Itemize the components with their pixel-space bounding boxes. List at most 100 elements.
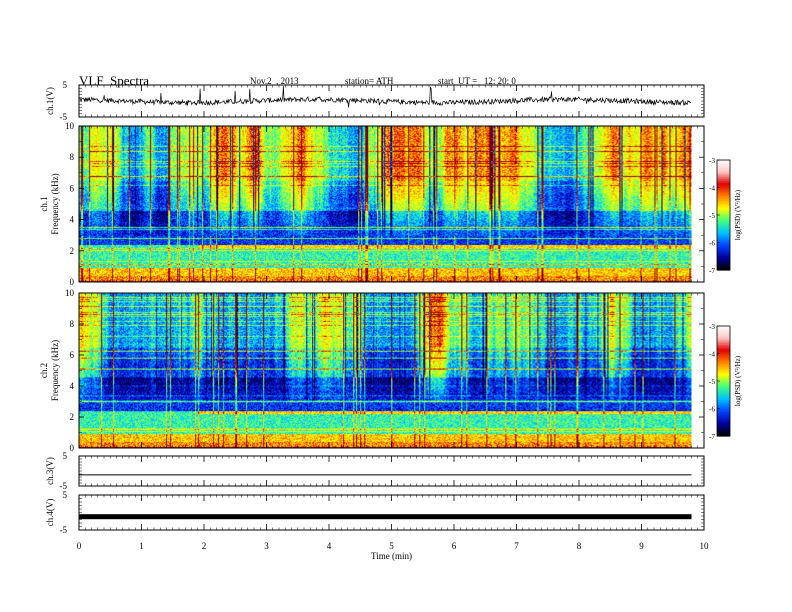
colorbar-segment — [717, 229, 730, 233]
colorbar-segment — [717, 410, 730, 413]
colorbar-segment — [717, 373, 730, 377]
colorbar-segment — [717, 167, 730, 170]
colorbar-segment — [717, 264, 730, 267]
ch2-spectrogram-ylabel: Frequency (kHz) — [50, 340, 60, 401]
colorbar-segment — [717, 412, 730, 415]
x-tick-label: 6 — [452, 541, 457, 551]
colorbar-segment — [717, 390, 730, 393]
colorbar-segment — [717, 191, 730, 194]
colorbar-segment — [717, 259, 730, 262]
colorbar-segment — [717, 408, 730, 411]
colorbar-segment — [717, 246, 730, 249]
chart-title: VLF Spectra — [79, 73, 150, 88]
colorbar-segment — [717, 172, 730, 176]
colorbar-segment — [717, 364, 730, 367]
colorbar-segment — [717, 399, 730, 402]
colorbar-segment — [717, 244, 730, 247]
colorbar-segment — [717, 196, 730, 200]
colorbar-segment — [717, 161, 730, 165]
colorbar-segment — [717, 404, 730, 408]
x-tick-label: 5 — [389, 541, 394, 551]
colorbar-segment — [717, 344, 730, 347]
colorbar-segment — [717, 209, 730, 212]
colorbar-segment — [717, 213, 730, 216]
colorbar-segment — [717, 377, 730, 380]
ch1-waveform-tick-label: 5 — [63, 80, 68, 90]
colorbar-segment — [717, 216, 730, 220]
colorbar-segment — [717, 176, 730, 179]
colorbar-segment — [717, 249, 730, 253]
colorbar-segment — [717, 235, 730, 238]
colorbar-segment — [717, 397, 730, 400]
x-tick-label: 10 — [700, 541, 710, 551]
colorbar-segment — [717, 401, 730, 404]
colorbar-segment — [717, 335, 730, 338]
colorbar-segment — [717, 371, 730, 375]
ch1-spectrogram-tick-label: 10 — [65, 121, 75, 131]
ch2-spectrogram-tick-label: 8 — [70, 319, 75, 329]
colorbar-segment — [717, 222, 730, 225]
x-tick-label: 3 — [264, 541, 269, 551]
colorbar-segment — [717, 349, 730, 353]
colorbar-segment — [717, 359, 730, 362]
panel-frames — [78, 84, 731, 531]
colorbar-segment — [717, 406, 730, 410]
colorbar-segment — [717, 180, 730, 183]
colorbar-segment — [717, 331, 730, 334]
colorbar-segment — [717, 202, 730, 205]
colorbar-segment — [717, 392, 730, 395]
colorbar-segment — [717, 163, 730, 167]
colorbar-segment — [717, 218, 730, 222]
colorbar-segment — [717, 342, 730, 345]
ch1-waveform-tick-label: -5 — [60, 112, 68, 122]
colorbar-segment — [717, 357, 730, 360]
ch1-spectrogram-tick-label: 2 — [70, 246, 75, 256]
start-time-label: start UT = 12: 20: 0 — [438, 76, 516, 86]
x-axis-label: Time (min) — [371, 551, 412, 561]
ch4-waveform-tick-label: 5 — [63, 490, 68, 500]
colorbar-segment — [717, 393, 730, 397]
colorbar-segment — [717, 260, 730, 264]
colorbar-segment — [717, 198, 730, 201]
colorbar-segment — [717, 226, 730, 229]
colorbar-segment — [717, 388, 730, 391]
x-tick-label: 2 — [202, 541, 207, 551]
colorbar-segment — [717, 434, 730, 437]
ch4-waveform-ylabel: ch.4(V) — [45, 499, 55, 527]
ch2-spectrogram-image — [79, 293, 692, 448]
colorbar-segment — [717, 415, 730, 419]
colorbar-segment — [717, 178, 730, 181]
colorbar-segment — [717, 421, 730, 424]
colorbar-segment — [717, 238, 730, 242]
x-tick-label: 9 — [639, 541, 644, 551]
colorbar-segment — [717, 375, 730, 378]
colorbar-segment — [717, 395, 730, 399]
ch1-spectrogram-colorbar-tick-label: -7 — [709, 267, 715, 275]
colorbar-segment — [717, 382, 730, 386]
ch1-spectrogram-colorbar-label: log(PSD) (V²/Hz) — [734, 189, 742, 240]
colorbar-segment — [717, 193, 730, 196]
colorbar-segment — [717, 240, 730, 244]
colorbar-segment — [717, 417, 730, 421]
colorbar-segment — [717, 362, 730, 366]
colorbar-segment — [717, 326, 730, 329]
ch1-spectrogram-channel-label: ch.1 — [39, 196, 49, 211]
date-label: Nov.2 , 2013 — [250, 76, 299, 86]
colorbar-segment — [717, 381, 730, 384]
colorbar-segment — [717, 262, 730, 266]
colorbar-segment — [717, 237, 730, 240]
colorbar-segment — [717, 182, 730, 185]
spectrogram-images — [79, 126, 730, 448]
ch2-spectrogram-colorbar-tick-label: -4 — [709, 351, 715, 359]
colorbar-segment — [717, 251, 730, 255]
colorbar-segment — [717, 423, 730, 426]
ch1-spectrogram-ylabel: Frequency (kHz) — [50, 173, 60, 234]
colorbar-segment — [717, 360, 730, 364]
ch2-spectrogram-tick-label: 4 — [70, 381, 75, 391]
x-tick-label: 7 — [514, 541, 519, 551]
colorbar-segment — [717, 432, 730, 435]
colorbar-segment — [717, 268, 730, 271]
ch1-spectrogram-colorbar-tick-label: -6 — [709, 240, 715, 248]
ch2-spectrogram-tick-label: 10 — [65, 288, 75, 298]
